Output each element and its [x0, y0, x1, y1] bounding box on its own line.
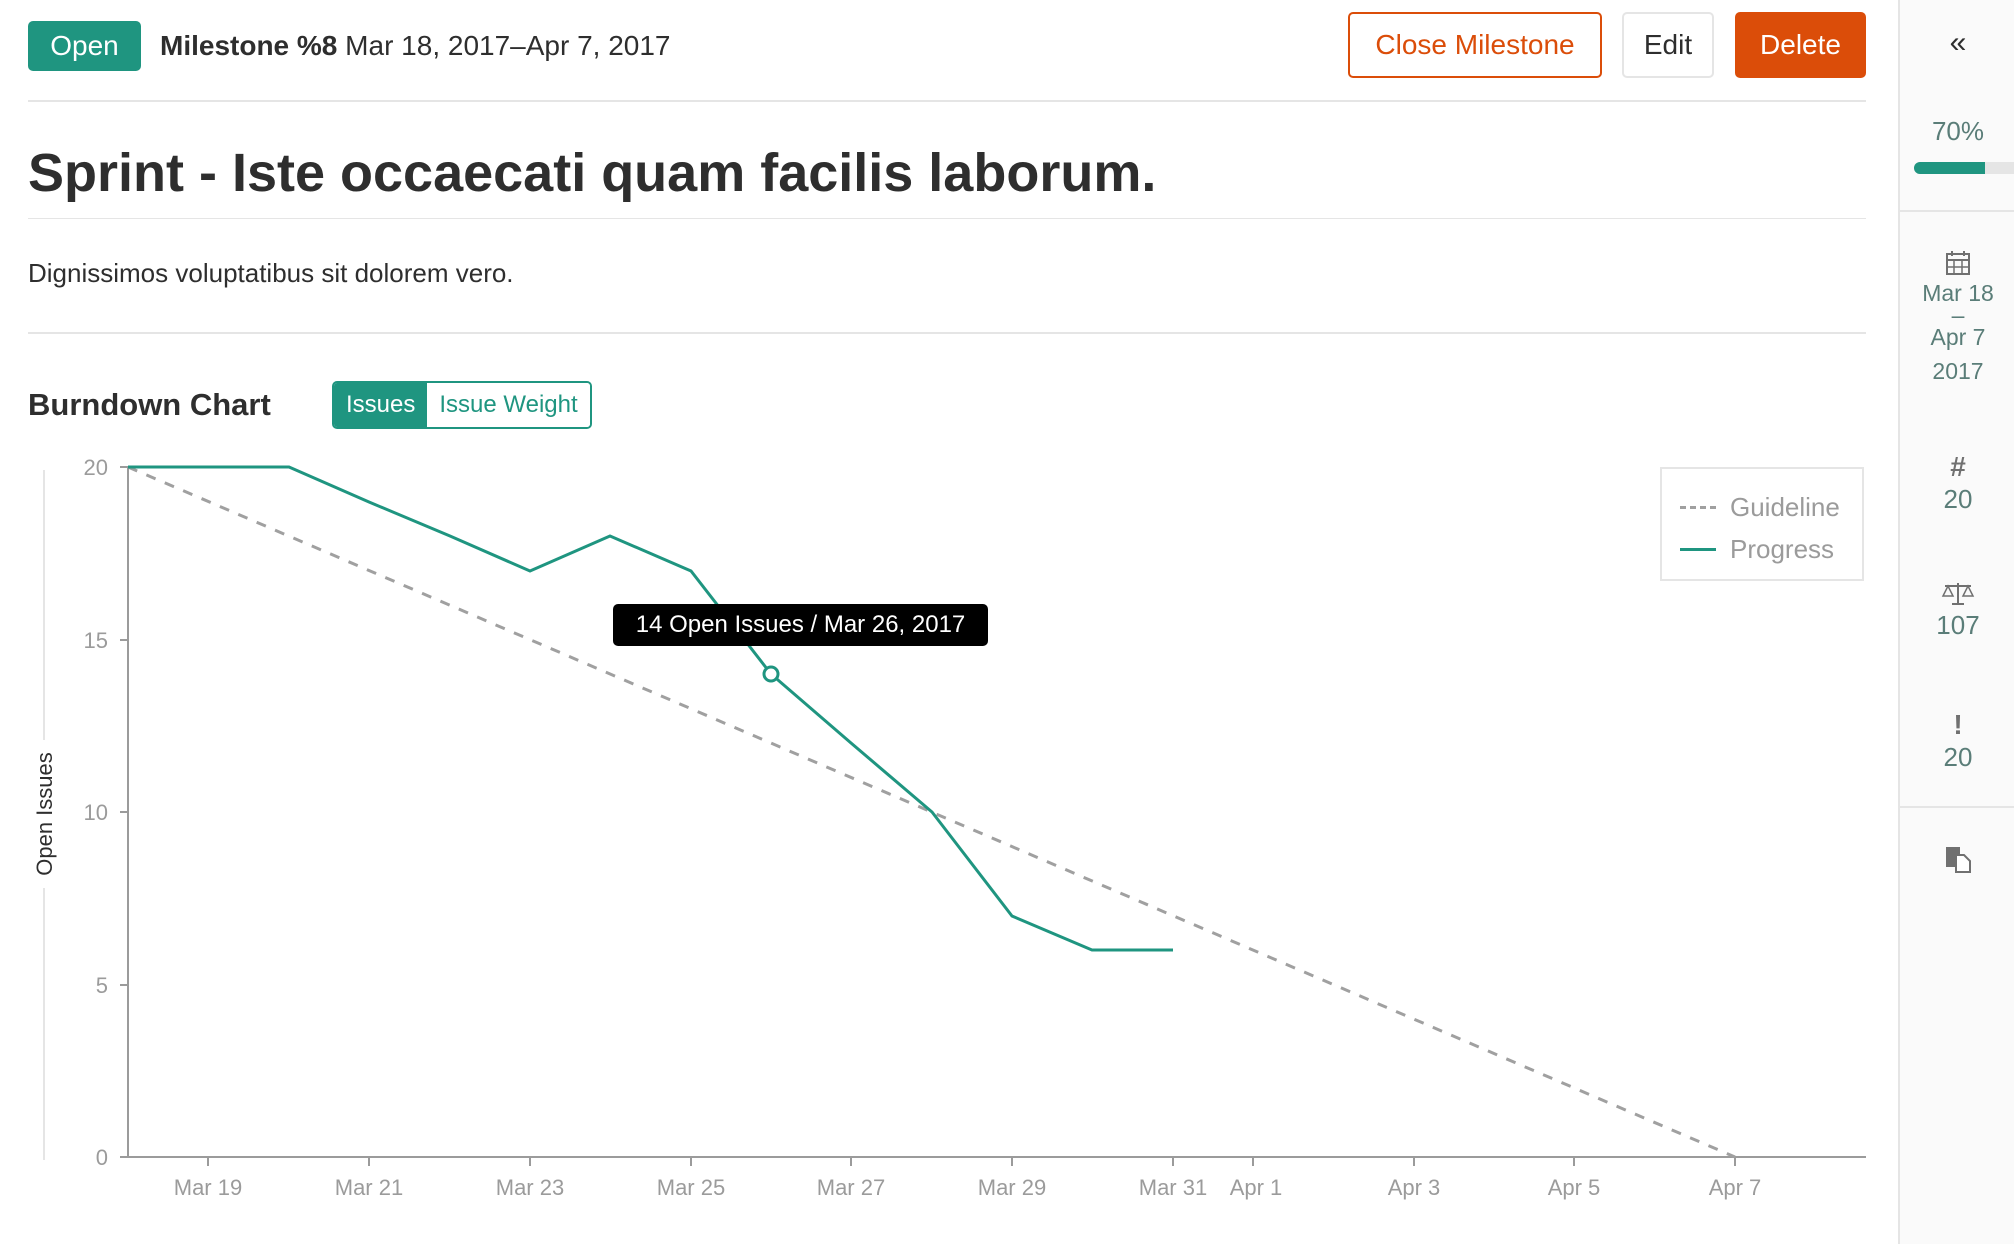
x-tick: Apr 7 [1709, 1175, 1762, 1200]
copy-icon [1946, 847, 1971, 873]
x-tick: Mar 23 [496, 1175, 564, 1200]
legend-guideline: Guideline [1680, 491, 1840, 523]
delete-button[interactable]: Delete [1735, 12, 1866, 78]
legend-label: Progress [1730, 534, 1835, 564]
right-sidebar: « 70% Mar 18 – Apr 7 2017 # 20 107 [1898, 0, 2014, 1244]
exclamation-icon: ! [1953, 709, 1963, 740]
status-badge: Open [28, 21, 141, 71]
scale-icon [1941, 583, 1975, 605]
y-tick-0: 0 [96, 1145, 108, 1170]
divider [28, 100, 1866, 102]
legend-progress: Progress [1680, 533, 1834, 565]
main-content: Open Milestone %8 Mar 18, 2017–Apr 7, 20… [28, 0, 1866, 1244]
milestone-description: Dignissimos voluptatibus sit dolorem ver… [28, 258, 514, 288]
end-date: Apr 7 [1930, 324, 1986, 350]
start-date: Mar 18 [1922, 280, 1994, 306]
page-title: Sprint - Iste occaecati quam facilis lab… [28, 143, 1157, 203]
y-axis-label: Open Issues [32, 752, 57, 876]
year: 2017 [1932, 358, 1984, 384]
solid-line-icon [1680, 547, 1716, 551]
y-axis [120, 466, 129, 1158]
y-tick-15: 15 [84, 628, 108, 653]
x-tick: Apr 1 [1230, 1175, 1283, 1200]
x-tick: Mar 19 [174, 1175, 242, 1200]
toggle-issues[interactable]: Issues [334, 383, 428, 427]
divider [28, 218, 1866, 219]
x-tick: Mar 21 [335, 1175, 403, 1200]
milestone-info: Milestone %8 Mar 18, 2017–Apr 7, 2017 [160, 26, 671, 66]
edit-button[interactable]: Edit [1622, 12, 1714, 78]
milestone-ref: Milestone %8 [160, 30, 338, 61]
y-tick-10: 10 [84, 800, 108, 825]
milestone-date-range: Mar 18, 2017–Apr 7, 2017 [345, 30, 671, 61]
x-tick: Mar 29 [978, 1175, 1046, 1200]
x-tick: Apr 3 [1388, 1175, 1441, 1200]
divider [1900, 210, 2014, 212]
x-tick: Mar 31 [1139, 1175, 1207, 1200]
toggle-issue-weight[interactable]: Issue Weight [427, 383, 590, 427]
calendar-icon [1946, 251, 1970, 275]
x-tick-labels: Mar 19 Mar 21 Mar 23 Mar 25 Mar 27 Mar 2… [174, 1175, 1762, 1200]
hash-icon: # [1950, 451, 1966, 482]
y-tick-labels: 20 15 10 5 0 [84, 455, 108, 1170]
y-tick-5: 5 [96, 973, 108, 998]
progress-series [128, 465, 1173, 952]
double-chevron-left-icon[interactable]: « [1949, 26, 1967, 59]
x-axis [128, 1156, 1866, 1166]
sidebar-weight[interactable]: 107 [1900, 580, 2014, 642]
x-tick: Apr 5 [1548, 1175, 1601, 1200]
close-milestone-button[interactable]: Close Milestone [1348, 12, 1602, 78]
milestone-header: Open Milestone %8 Mar 18, 2017–Apr 7, 20… [28, 12, 1866, 80]
x-tick: Mar 27 [817, 1175, 885, 1200]
sidebar-merge-requests[interactable]: ! 20 [1900, 710, 2014, 774]
x-tick: Mar 25 [657, 1175, 725, 1200]
copy-reference-button[interactable] [1900, 845, 2014, 873]
progress-bar [1914, 162, 2014, 174]
total-weight: 107 [1936, 610, 1980, 640]
burndown-chart: Open Issues 20 15 10 5 0 [32, 455, 1866, 1200]
legend-label: Guideline [1730, 492, 1840, 522]
progress-percent: 70% [1931, 116, 1985, 146]
sidebar-dates[interactable]: Mar 18 – Apr 7 2017 [1900, 250, 2014, 388]
merge-requests-count: 20 [1943, 742, 1973, 772]
chart-type-toggle: Issues Issue Weight [332, 381, 592, 429]
progress-bar-fill [1914, 162, 1986, 174]
sidebar-issues[interactable]: # 20 [1900, 452, 2014, 516]
burndown-chart-heading: Burndown Chart [28, 387, 271, 422]
chart-legend: Guideline Progress [1660, 467, 1864, 581]
highlight-point[interactable] [762, 665, 780, 683]
issues-count: 20 [1943, 484, 1973, 514]
divider [1900, 806, 2014, 808]
chart-tooltip: 14 Open Issues / Mar 26, 2017 [613, 604, 988, 646]
divider [28, 332, 1866, 334]
y-tick-20: 20 [84, 455, 108, 480]
date-separator: – [1951, 302, 1965, 328]
dashed-line-icon [1680, 505, 1716, 509]
